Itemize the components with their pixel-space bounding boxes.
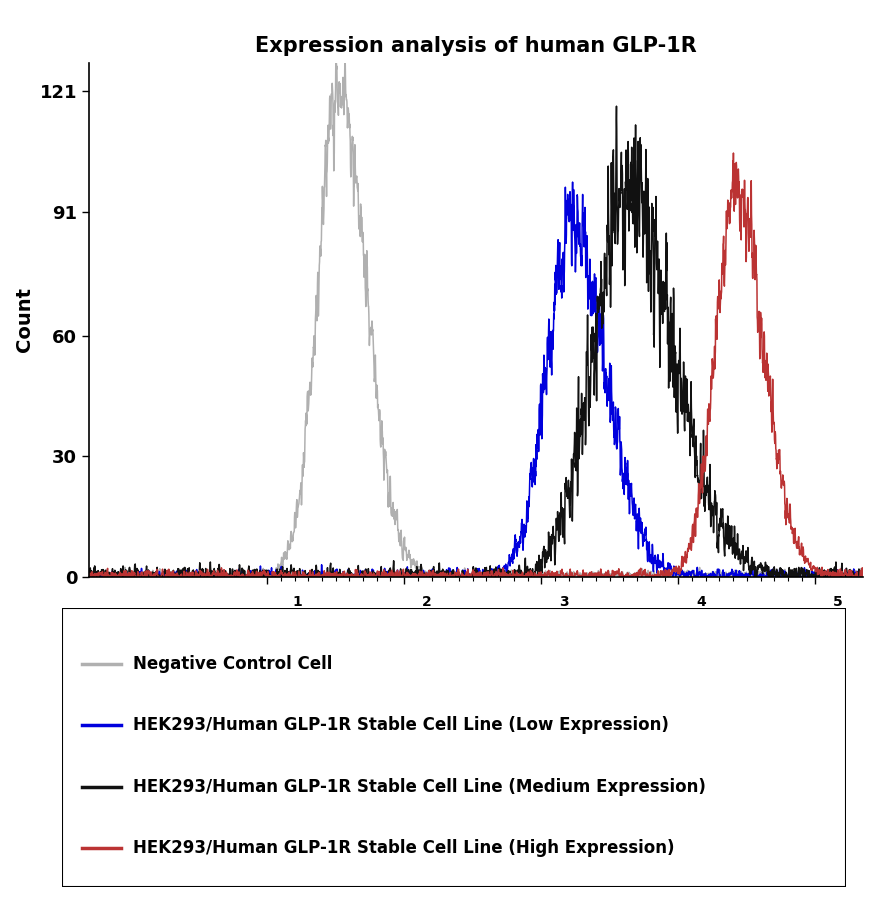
HEK293/Human GLP-1R Stable Cell Line (Low Expression): [218, 571, 229, 582]
HEK293/Human GLP-1R Stable Cell Line (Low Expression): [858, 571, 869, 582]
Negative Control Cell: [381, 462, 392, 473]
HEK293/Human GLP-1R Stable Cell Line (Low Expression): [760, 571, 771, 582]
Text: Negative Control Cell: Negative Control Cell: [133, 655, 332, 673]
Text: HEK293/Human GLP-1R Stable Cell Line (Low Expression): HEK293/Human GLP-1R Stable Cell Line (Lo…: [133, 716, 668, 734]
Negative Control Cell: [843, 569, 854, 579]
HEK293/Human GLP-1R Stable Cell Line (Medium Expression): [760, 561, 771, 572]
HEK293/Human GLP-1R Stable Cell Line (High Expression): [843, 569, 854, 579]
HEK293/Human GLP-1R Stable Cell Line (High Expression): [172, 568, 182, 578]
Text: HEK293/Human GLP-1R Stable Cell Line (Medium Expression): HEK293/Human GLP-1R Stable Cell Line (Me…: [133, 778, 706, 796]
HEK293/Human GLP-1R Stable Cell Line (Low Expression): [84, 570, 94, 581]
Text: 10: 10: [529, 613, 554, 631]
Text: -10: -10: [251, 613, 283, 631]
HEK293/Human GLP-1R Stable Cell Line (Medium Expression): [218, 571, 229, 582]
Line: HEK293/Human GLP-1R Stable Cell Line (High Expression): HEK293/Human GLP-1R Stable Cell Line (Hi…: [89, 153, 863, 577]
HEK293/Human GLP-1R Stable Cell Line (Medium Expression): [173, 566, 183, 577]
Text: HEK293/Human GLP-1R Stable Cell Line (High Expression): HEK293/Human GLP-1R Stable Cell Line (Hi…: [133, 840, 675, 858]
Text: 2: 2: [422, 595, 432, 608]
HEK293/Human GLP-1R Stable Cell Line (Low Expression): [381, 571, 392, 582]
Text: 3: 3: [559, 595, 569, 608]
HEK293/Human GLP-1R Stable Cell Line (High Expression): [84, 571, 94, 582]
Line: HEK293/Human GLP-1R Stable Cell Line (Low Expression): HEK293/Human GLP-1R Stable Cell Line (Lo…: [89, 182, 863, 577]
Negative Control Cell: [340, 50, 351, 60]
HEK293/Human GLP-1R Stable Cell Line (Medium Expression): [381, 566, 392, 577]
HEK293/Human GLP-1R Stable Cell Line (Low Expression): [173, 569, 183, 579]
HEK293/Human GLP-1R Stable Cell Line (Low Expression): [567, 177, 578, 187]
Line: HEK293/Human GLP-1R Stable Cell Line (Medium Expression): HEK293/Human GLP-1R Stable Cell Line (Me…: [89, 106, 863, 577]
HEK293/Human GLP-1R Stable Cell Line (High Expression): [759, 372, 770, 383]
Negative Control Cell: [85, 571, 95, 582]
HEK293/Human GLP-1R Stable Cell Line (Low Expression): [415, 570, 425, 581]
HEK293/Human GLP-1R Stable Cell Line (Medium Expression): [85, 571, 95, 582]
Negative Control Cell: [858, 568, 869, 578]
HEK293/Human GLP-1R Stable Cell Line (Medium Expression): [415, 569, 425, 579]
Text: 10: 10: [392, 613, 417, 631]
HEK293/Human GLP-1R Stable Cell Line (High Expression): [218, 570, 229, 581]
Text: 5: 5: [833, 595, 843, 608]
X-axis label: PE-A: PE-A: [451, 633, 501, 652]
Negative Control Cell: [173, 568, 183, 578]
Y-axis label: Count: Count: [15, 287, 34, 352]
Title: Expression analysis of human GLP-1R: Expression analysis of human GLP-1R: [255, 36, 697, 56]
HEK293/Human GLP-1R Stable Cell Line (Low Expression): [843, 569, 854, 579]
HEK293/Human GLP-1R Stable Cell Line (High Expression): [728, 148, 739, 159]
HEK293/Human GLP-1R Stable Cell Line (High Expression): [414, 569, 425, 580]
Negative Control Cell: [760, 570, 771, 581]
HEK293/Human GLP-1R Stable Cell Line (Medium Expression): [611, 101, 622, 112]
HEK293/Human GLP-1R Stable Cell Line (Low Expression): [85, 571, 95, 582]
Negative Control Cell: [218, 571, 229, 582]
Negative Control Cell: [84, 569, 94, 580]
HEK293/Human GLP-1R Stable Cell Line (High Expression): [858, 569, 869, 580]
Text: 10: 10: [666, 613, 691, 631]
Line: Negative Control Cell: Negative Control Cell: [89, 55, 863, 577]
HEK293/Human GLP-1R Stable Cell Line (Medium Expression): [843, 571, 854, 582]
Text: 10: 10: [803, 613, 828, 631]
HEK293/Human GLP-1R Stable Cell Line (Medium Expression): [84, 571, 94, 582]
Text: 4: 4: [696, 595, 706, 608]
Negative Control Cell: [415, 568, 425, 578]
FancyBboxPatch shape: [62, 608, 845, 887]
HEK293/Human GLP-1R Stable Cell Line (Medium Expression): [858, 570, 869, 581]
HEK293/Human GLP-1R Stable Cell Line (High Expression): [381, 568, 392, 578]
Text: 1: 1: [293, 595, 303, 608]
